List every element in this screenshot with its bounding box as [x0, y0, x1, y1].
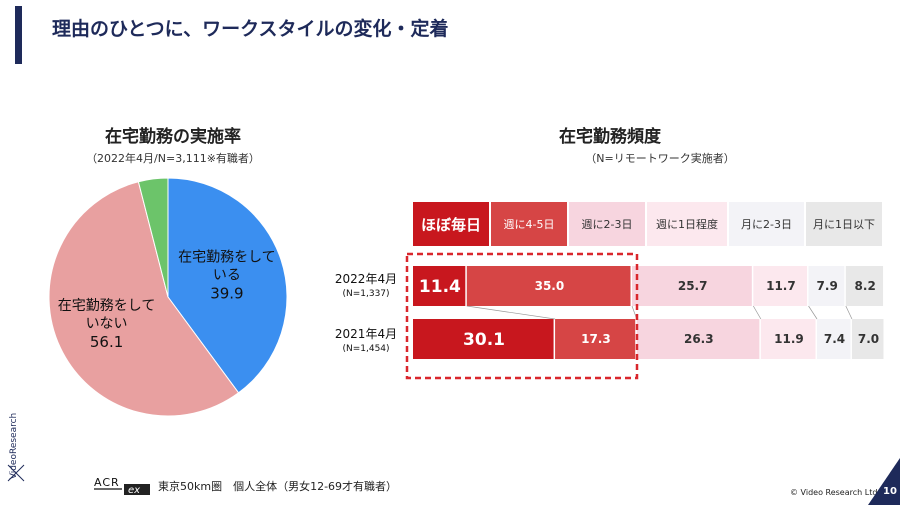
pie-slice: [137, 177, 169, 298]
bar-chart-subtitle: （N=リモートワーク実施者）: [585, 152, 735, 165]
bar-segment: [555, 319, 636, 359]
pie-chart-title: 在宅勤務の実施率: [105, 127, 241, 147]
bar-chart-title: 在宅勤務頻度: [559, 127, 661, 147]
legend-label: 週に2-3日: [582, 218, 633, 231]
bar-segment: [632, 266, 752, 306]
legend-swatch: [491, 202, 567, 246]
data-label: 11.4: [419, 277, 461, 297]
legend-label: 週に1日程度: [656, 217, 718, 231]
corner-triangle: [868, 458, 900, 505]
pie-slice-value: 39.9: [210, 285, 243, 303]
category-label: 2021年4月: [335, 327, 397, 341]
category-sample-size: (N=1,337): [342, 289, 389, 299]
pie-slice-value: 56.1: [90, 333, 123, 351]
pie-slice-label: 在宅勤務をして: [58, 298, 156, 314]
legend-label: 週に4-5日: [504, 218, 555, 231]
data-label: 11.9: [774, 332, 804, 346]
svg-text:ex: ex: [128, 485, 140, 496]
legend-label: 月に2-3日: [741, 218, 792, 231]
title-accent-bar: [15, 6, 22, 64]
bar-segment: [851, 319, 884, 359]
page-number: 10: [883, 486, 897, 497]
legend-label: 月に1日以下: [813, 218, 875, 231]
pie-slice-label: 在宅勤務をして: [178, 250, 276, 266]
bar-segment: [636, 319, 760, 359]
legend-label: ほぼ毎日: [421, 216, 481, 234]
connector-line: [753, 305, 762, 320]
pie-slice-label: いる: [213, 268, 241, 284]
pie-slice: [48, 181, 240, 417]
legend-swatch: [413, 202, 489, 246]
bar-segment: [845, 266, 884, 306]
bar-segment: [760, 319, 816, 359]
copyright: © Video Research Ltd.: [790, 488, 880, 497]
data-label: 7.4: [824, 332, 845, 346]
footer-note: 東京50km圏 個人全体（男女12-69才有職者）: [158, 480, 398, 493]
bar-segment: [413, 319, 554, 359]
legend-swatch: [729, 202, 804, 246]
slide-title: 理由のひとつに、ワークスタイルの変化・定着: [52, 18, 449, 40]
data-label: 25.7: [678, 279, 708, 293]
data-label: 7.9: [817, 279, 838, 293]
connector-line: [845, 305, 853, 320]
pie-slice: [167, 177, 288, 394]
pie-chart: 在宅勤務をして いる 39.9 在宅勤務をして いない 56.1: [48, 177, 288, 417]
connector-line: [466, 305, 556, 320]
data-label: 30.1: [463, 330, 505, 350]
legend-swatch: [569, 202, 645, 246]
bar-segment: [817, 319, 851, 359]
data-label: 26.3: [684, 332, 714, 346]
bar-segment: [466, 266, 631, 306]
data-label: 7.0: [858, 332, 879, 346]
data-label: 17.3: [581, 332, 611, 346]
category-label: 2022年4月: [335, 272, 397, 286]
pie-chart-subtitle: （2022年4月/N=3,111※有職者）: [86, 152, 260, 165]
data-label: 11.7: [766, 279, 796, 293]
category-sample-size: (N=1,454): [342, 344, 389, 354]
svg-text:ACR: ACR: [94, 476, 120, 489]
side-logo-mark: [7, 464, 25, 482]
connector-line: [808, 305, 818, 320]
data-label: 8.2: [855, 279, 876, 293]
legend-swatch: [806, 202, 882, 246]
acr-ex-logo: ACR ex: [94, 476, 150, 496]
legend-swatch: [647, 202, 727, 246]
bar-segment: [808, 266, 845, 306]
side-logo-text: VideoResearch: [9, 412, 19, 480]
highlight-dashed-box: [405, 252, 639, 380]
stacked-bar-chart: ほぼ毎日 週に4-5日 週に2-3日 週に1日程度 月に2-3日 月に1日以下 11.4 3…: [335, 202, 884, 380]
data-label: 35.0: [535, 279, 565, 293]
pie-slice-label: いない: [86, 316, 128, 332]
bar-segment: [753, 266, 808, 306]
bar-segment: [413, 266, 466, 306]
